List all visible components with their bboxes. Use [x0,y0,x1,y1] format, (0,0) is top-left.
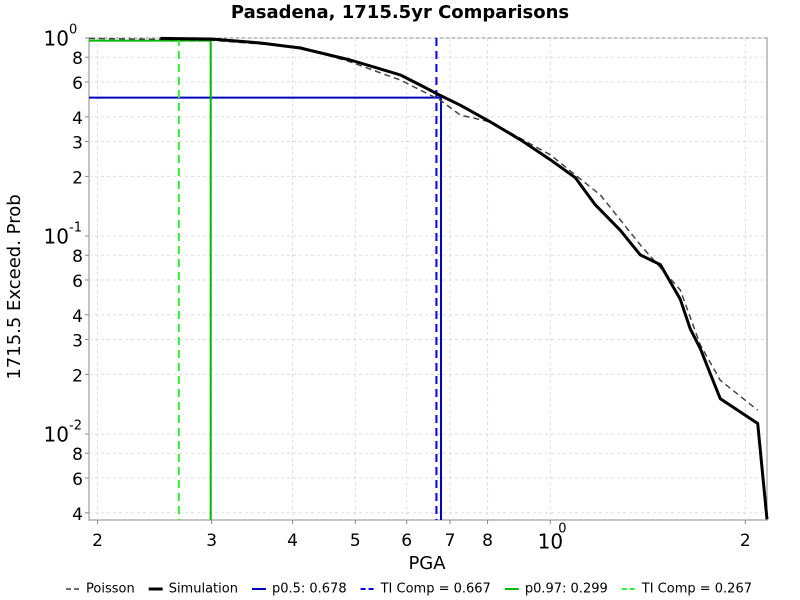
x-tick-label: 3 [206,531,217,551]
y-tick-label: 6 [72,272,83,292]
legend-label: TI Comp = 0.267 [641,582,752,597]
x-tick-label: 5 [350,531,361,551]
series-line [160,36,769,520]
legend-label: TI Comp = 0.667 [380,582,491,597]
legend-label: Poisson [86,582,135,597]
y-tick-label: 6 [72,74,83,94]
y-tick-label: 6 [72,470,83,490]
x-tick-label: 2 [740,531,751,551]
series-line [88,37,759,411]
legend-label: Simulation [169,582,238,597]
x-tick-label: 4 [287,531,298,551]
y-tick-exponent: -1 [69,221,82,236]
y-tick-label: 2 [72,366,83,386]
x-tick-label: 10 [538,530,563,554]
x-tick-exponent: 0 [558,522,566,537]
legend-label: p0.5: 0.678 [272,582,347,597]
y-tick-label: 10 [44,225,69,249]
y-tick-label: 10 [44,423,69,447]
y-tick-exponent: -2 [69,419,82,434]
y-tick-label: 3 [72,332,83,352]
y-tick-label: 8 [72,49,83,69]
x-tick-label: 2 [92,531,103,551]
chart-title: Pasadena, 1715.5yr Comparisons [231,2,569,23]
y-tick-label: 4 [72,505,83,525]
y-tick-label: 8 [72,445,83,465]
x-tick-label: 6 [401,531,412,551]
y-axis-label: 1715.5 Exceed. Prob [4,194,25,379]
y-tick-exponent: 0 [69,23,77,38]
y-tick-label: 10 [44,27,69,51]
x-tick-label: 7 [445,531,456,551]
x-tick-label: 8 [482,531,493,551]
legend-label: p0.97: 0.299 [525,582,608,597]
x-axis-label: PGA [408,553,446,574]
y-tick-label: 4 [72,109,83,129]
y-tick-label: 8 [72,247,83,267]
y-tick-label: 4 [72,307,83,327]
y-tick-label: 3 [72,134,83,154]
plot-area [88,37,768,521]
y-tick-label: 2 [72,168,83,188]
